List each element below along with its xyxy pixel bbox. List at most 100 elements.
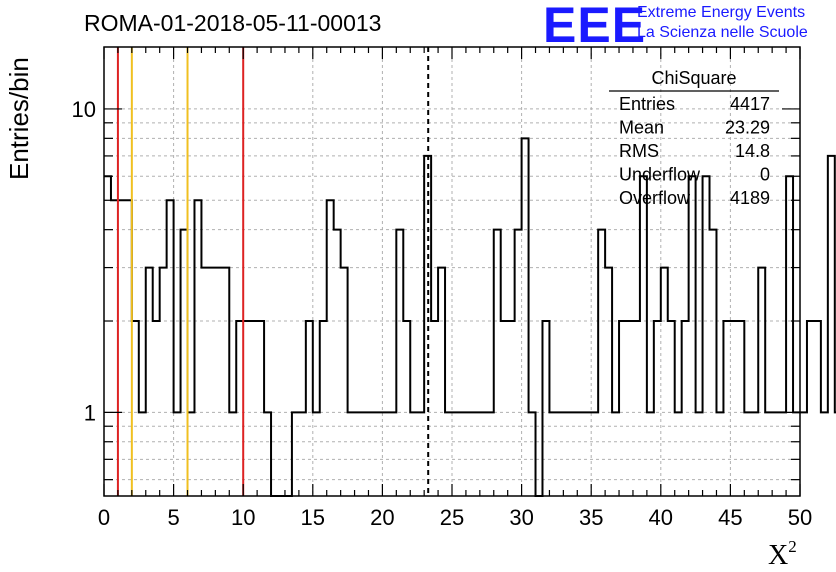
histogram-bin: [299, 412, 306, 496]
stats-label: Entries: [619, 94, 675, 114]
histogram-bin: [633, 321, 640, 496]
histogram-bin: [181, 230, 188, 496]
histogram-bin: [250, 321, 257, 496]
histogram-bin: [139, 412, 146, 496]
histogram-bin: [619, 321, 626, 496]
histogram-bin: [570, 412, 577, 496]
stats-label: Overflow: [619, 188, 691, 208]
histogram-bin: [515, 230, 522, 496]
x-tick-label: 5: [167, 505, 179, 530]
stats-label: RMS: [619, 141, 659, 161]
x-axis-label-sup: 2: [788, 537, 797, 556]
histogram-bin: [111, 200, 118, 496]
histogram-bin: [758, 268, 765, 496]
histogram-bin: [647, 412, 654, 496]
histogram-bin: [118, 200, 125, 496]
histogram-bin: [292, 412, 299, 496]
histogram-bin: [236, 321, 243, 496]
x-axis-label: X2: [768, 537, 797, 572]
histogram-bin: [800, 412, 807, 496]
histogram-bin: [160, 268, 167, 496]
histogram-bin: [153, 321, 160, 496]
histogram-bin: [375, 412, 382, 496]
histogram-bin: [445, 412, 452, 496]
histogram-bin: [320, 321, 327, 496]
histogram-bin: [466, 412, 473, 496]
histogram-bin: [257, 321, 264, 496]
histogram-bin: [229, 412, 236, 496]
y-axis-ticks: [104, 108, 800, 481]
histogram-bin: [222, 268, 229, 496]
histogram-bin: [174, 412, 181, 496]
x-tick-label: 35: [579, 505, 603, 530]
x-tick-label: 45: [718, 505, 742, 530]
stats-value: 4189: [730, 188, 770, 208]
histogram-bin: [675, 412, 682, 496]
histogram-bin: [751, 412, 758, 496]
histogram-bin: [549, 412, 556, 496]
histogram-bin: [201, 268, 208, 496]
histogram-bin: [459, 412, 466, 496]
histogram-bin: [362, 412, 369, 496]
histogram-bin: [264, 412, 271, 496]
histogram-bin: [473, 412, 480, 496]
stats-label: Underflow: [619, 165, 701, 185]
x-tick-label: 15: [301, 505, 325, 530]
histogram-bin: [529, 412, 536, 496]
histogram-bin: [654, 321, 661, 496]
grid: [104, 47, 800, 496]
stats-value: 4417: [730, 94, 770, 114]
chart-title: ROMA-01-2018-05-11-00013: [84, 10, 382, 36]
stats-box: ChiSquare Entries 4417 Mean 23.29 RMS 14.8 Unde…: [609, 68, 779, 208]
histogram-bin: [730, 321, 737, 496]
histogram-bin: [188, 412, 195, 496]
x-tick-label: 30: [509, 505, 533, 530]
stats-value: 14.8: [735, 141, 770, 161]
logo-line-2: La Scienza nelle Scuole: [637, 24, 808, 41]
histogram-bin: [452, 412, 459, 496]
histogram-bin: [396, 230, 403, 496]
histogram-bin: [772, 412, 779, 496]
histogram-bin: [389, 412, 396, 496]
histogram-bin: [682, 321, 689, 496]
histogram-bin: [737, 321, 744, 496]
histogram-bin: [828, 156, 835, 496]
histogram-bin: [584, 412, 591, 496]
histogram-bin: [744, 412, 751, 496]
histogram-bin: [487, 412, 494, 496]
logo-line-1: Extreme Energy Events: [637, 4, 806, 21]
histogram-bin: [807, 321, 814, 496]
x-tick-label: 40: [649, 505, 673, 530]
histogram-bin: [327, 200, 334, 496]
histogram-bin: [215, 268, 222, 496]
histogram-bin: [640, 176, 647, 496]
histogram-bin: [710, 230, 717, 496]
histogram-series: [104, 137, 836, 497]
histogram-bin: [355, 412, 362, 496]
histogram-bin: [563, 412, 570, 496]
histogram-bin: [208, 268, 215, 496]
x-tick-label: 0: [98, 505, 110, 530]
histogram-bin: [243, 321, 250, 496]
histogram-bin: [334, 230, 341, 496]
x-tick-label: 10: [231, 505, 255, 530]
histogram-bin: [626, 321, 633, 496]
histogram-bin: [612, 412, 619, 496]
y-axis-label: Entries/bin: [4, 57, 34, 180]
eee-logo: EEE: [543, 0, 647, 53]
histogram-bin: [313, 412, 320, 496]
stats-title: ChiSquare: [651, 68, 736, 88]
histogram-bin: [779, 412, 786, 496]
histogram-bin: [494, 230, 501, 496]
histogram-bin: [306, 321, 313, 496]
x-tick-label: 20: [370, 505, 394, 530]
x-axis-ticks: [103, 47, 801, 496]
x-axis-label-base: X: [768, 540, 789, 571]
histogram-bin: [821, 412, 828, 496]
histogram-bin: [132, 321, 139, 496]
histogram-bin: [125, 200, 132, 496]
histogram-bin: [696, 412, 703, 496]
histogram-bin: [146, 268, 153, 496]
histogram-bin: [501, 321, 508, 496]
stats-value: 23.29: [725, 118, 770, 138]
